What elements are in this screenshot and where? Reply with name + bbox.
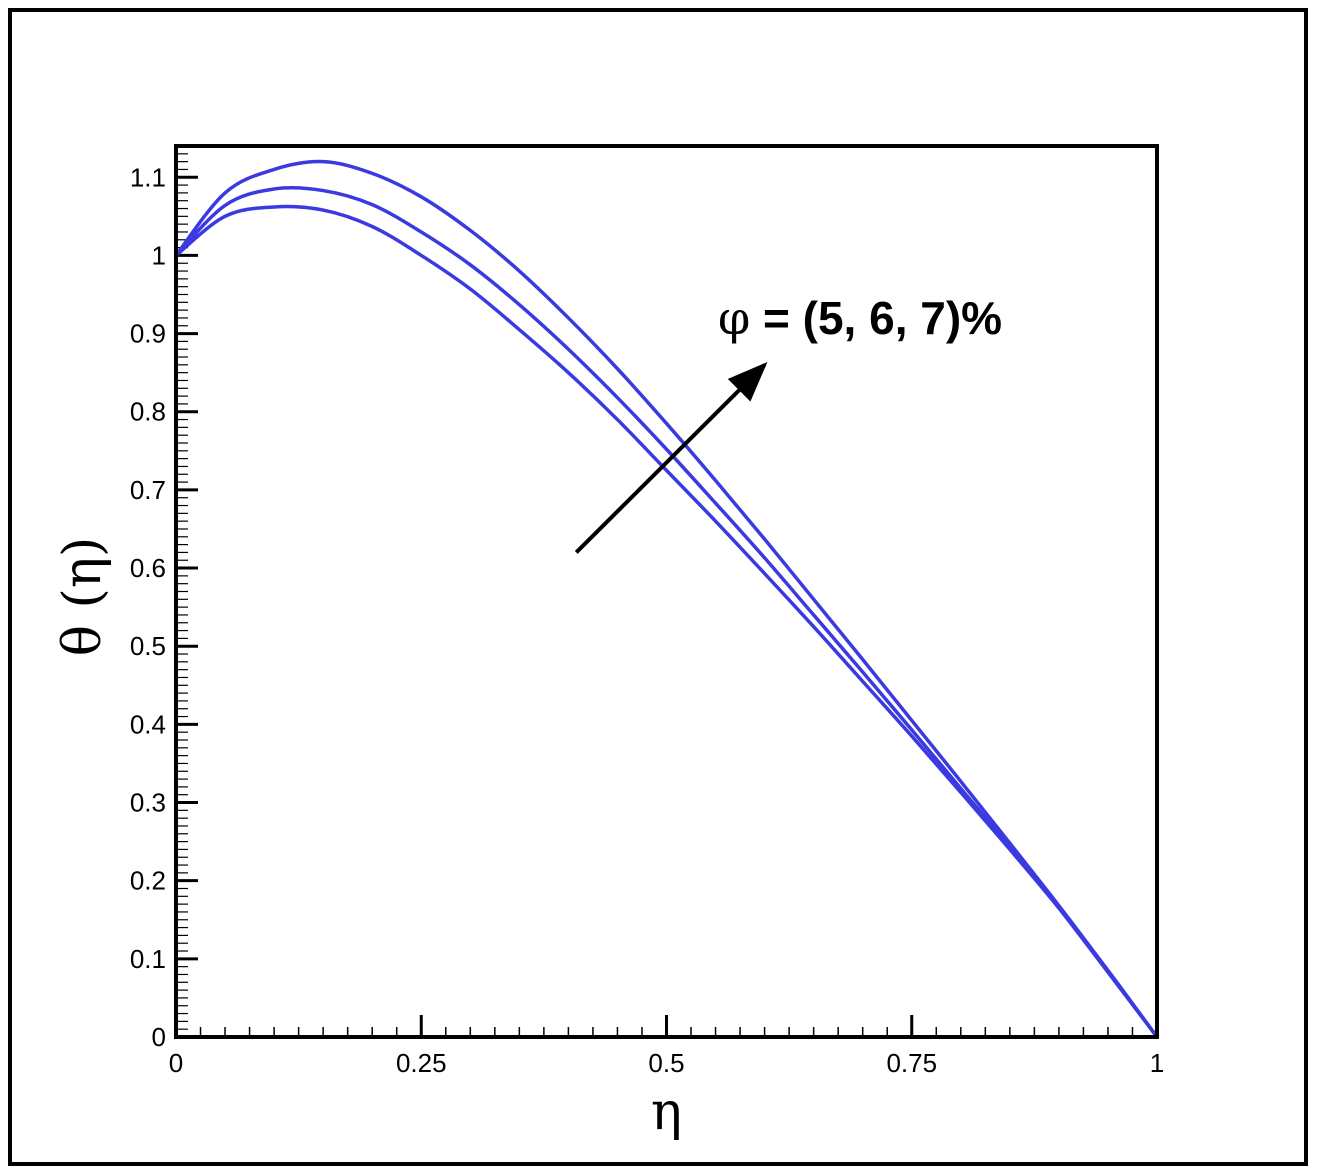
x-tick-label: 0.75 [886,1048,937,1078]
y-tick-label: 1.1 [130,162,166,192]
y-tick-label: 0.6 [130,553,166,583]
major-ticks [174,175,1159,1039]
series-line-3 [174,159,1159,1039]
y-axis-label: θ (η) [53,537,113,657]
y-tick-label: 0.3 [130,788,166,818]
series-line-2 [174,185,1159,1039]
annotation-arrow [574,362,768,554]
x-tick-label: 0.25 [396,1048,447,1078]
y-tick-label: 1 [152,240,166,270]
y-tick-label: 0.4 [130,709,166,739]
y-tick-label: 0.2 [130,866,166,896]
y-tick-label: 0.7 [130,475,166,505]
x-axis-label: η [651,1082,682,1142]
annotation-values: = (5, 6, 7)% [750,292,1002,344]
x-tick-label: 0.5 [648,1048,684,1078]
y-tick-label: 0.5 [130,631,166,661]
x-tick-label: 0 [169,1048,183,1078]
x-tick-labels: 0 0.25 0.5 0.75 1 [169,1048,1164,1078]
figure-frame [8,8,1308,1166]
y-tick-label: 0.1 [130,944,166,974]
series-layer [174,159,1159,1039]
y-tick-label: 0 [152,1022,166,1052]
minor-ticks [176,153,1134,1037]
plot-area-border [174,144,1159,1039]
y-tick-label: 0.8 [130,397,166,427]
annotation-phi-symbol: φ [718,291,750,345]
annotation-label: φ = (5, 6, 7)% [718,291,1002,345]
y-tick-label: 0.9 [130,319,166,349]
x-tick-label: 1 [1150,1048,1164,1078]
series-line-1 [174,204,1159,1039]
y-tick-labels: 0 0.1 0.2 0.3 0.4 0.5 0.6 0.7 0.8 0.9 1 1.1 [130,162,166,1052]
